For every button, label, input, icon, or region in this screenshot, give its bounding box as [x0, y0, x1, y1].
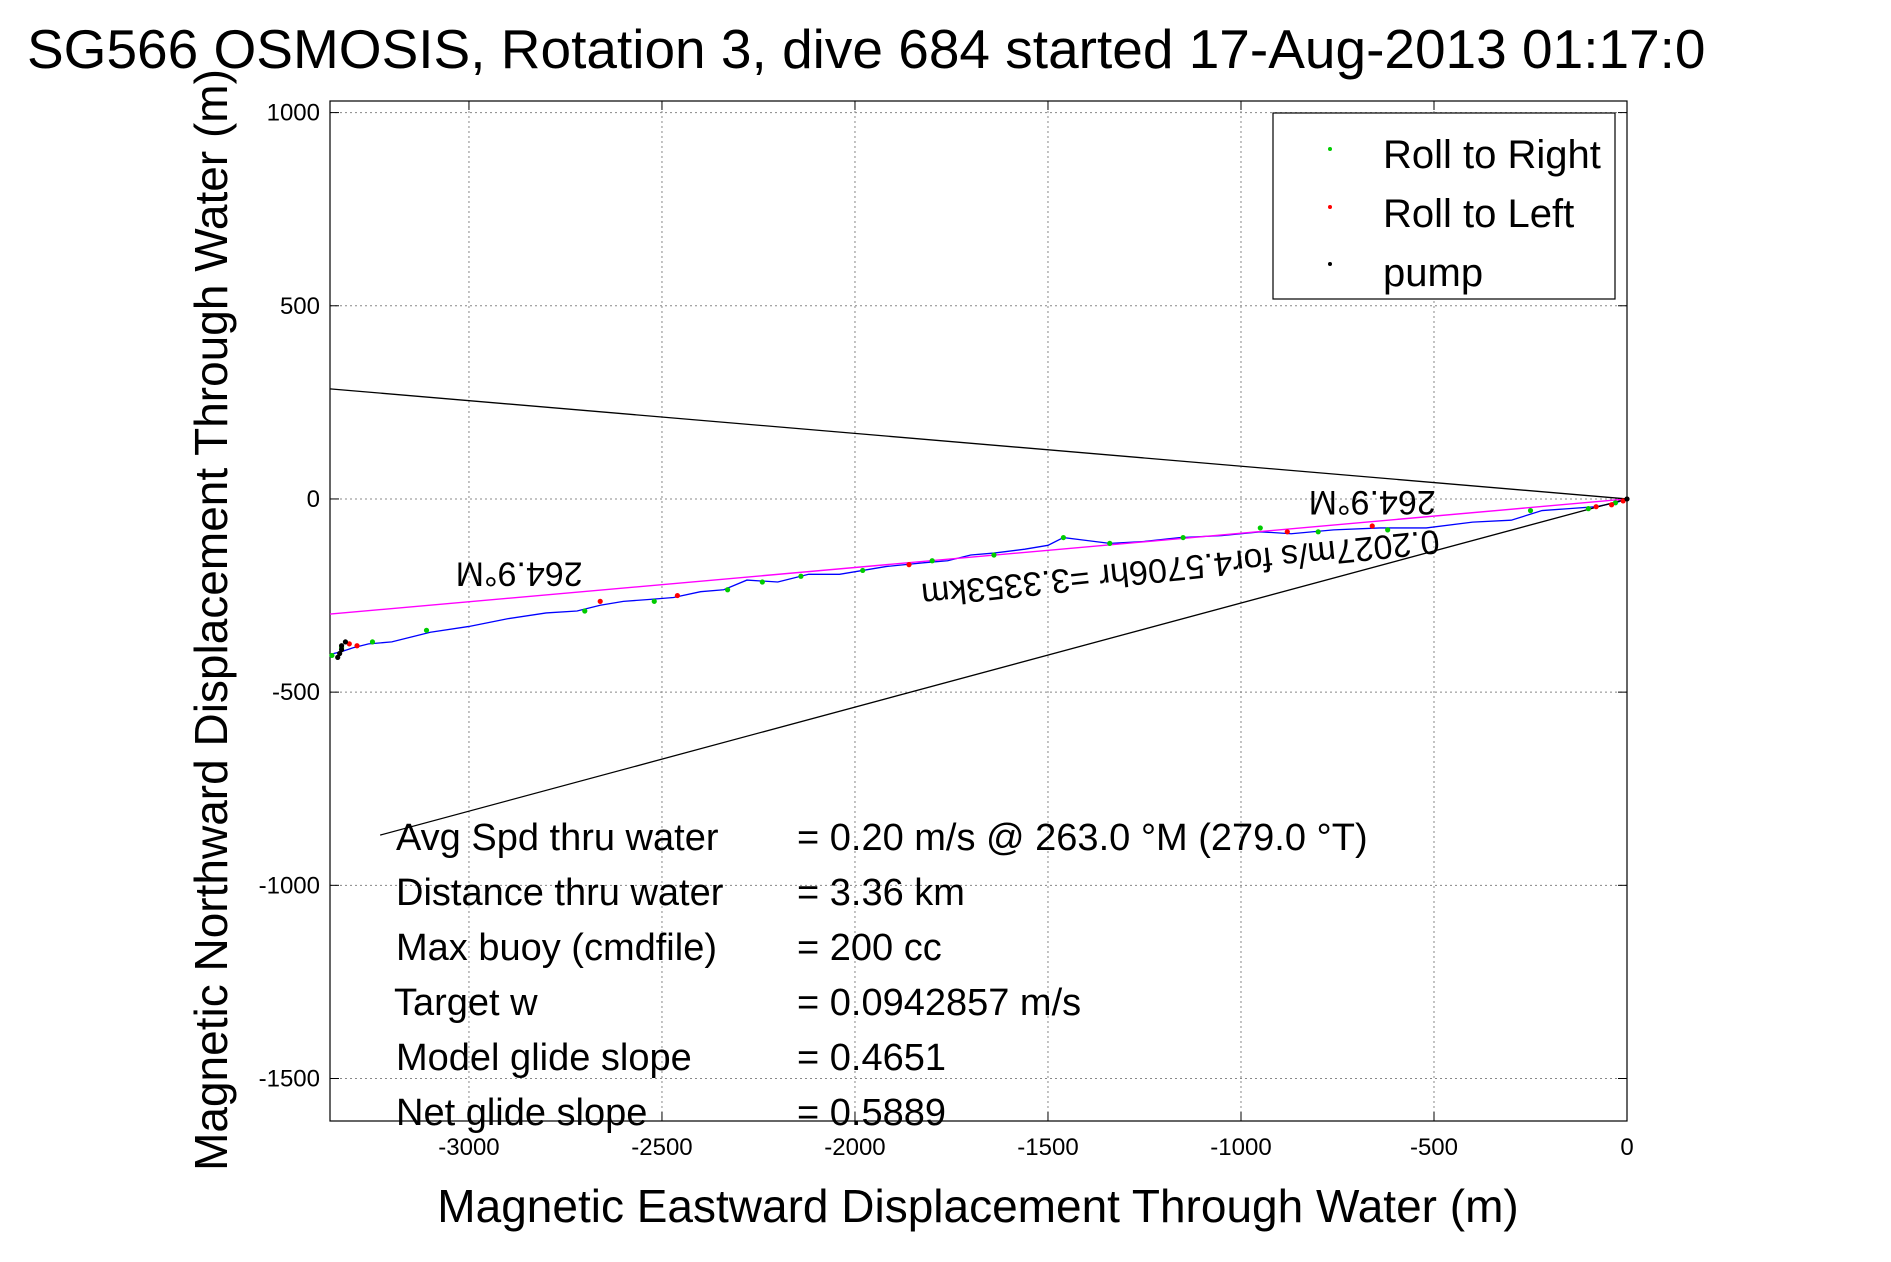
legend-marker-roll-left: [1328, 205, 1332, 209]
roll-right-point: [329, 652, 335, 659]
roll-right-point: [1180, 534, 1186, 541]
roll-left-point: [354, 643, 360, 649]
roll-right-point: [798, 573, 804, 579]
roll-right-point: [1585, 506, 1591, 512]
legend: Roll to Right Roll to Left pump: [1272, 112, 1616, 300]
summary-value-max-buoy: = 200 cc: [797, 927, 942, 969]
roll-right-point: [1107, 540, 1113, 546]
reference-line: [329, 388, 1628, 500]
x-tick-label: -2500: [631, 1134, 692, 1161]
pump-point: [337, 650, 343, 657]
roll-right-point: [582, 608, 588, 614]
axes: [329, 100, 1628, 1122]
summary-label-target-w: Target w: [394, 982, 538, 1024]
roll-right-point: [423, 627, 430, 633]
heading-annotation: 264.9°M: [1309, 483, 1436, 521]
legend-marker-pump: [1328, 262, 1332, 266]
pump-point: [338, 647, 345, 653]
plot-frame: [329, 100, 1628, 1122]
reference-line: [380, 498, 1628, 836]
summary-value-distance: = 3.36 km: [797, 872, 965, 914]
summary-label-max-buoy: Max buoy (cmdfile): [396, 927, 717, 969]
y-tick-label: 0: [307, 486, 320, 513]
summary-value-avg-speed: = 0.20 m/s @ 263.0 °M (279.0 °T): [797, 817, 1368, 859]
roll-left-point: [1284, 529, 1290, 535]
roll-right-point: [1612, 500, 1619, 506]
roll-right-point: [651, 598, 657, 604]
heading-annotation: 0.2027m/s for4.5706hr =3.3353km: [919, 522, 1441, 614]
x-tick-label: 0: [1620, 1134, 1633, 1161]
roll-left-point: [906, 562, 912, 568]
y-tick-label: -1500: [259, 1066, 320, 1093]
x-tick-label: -500: [1410, 1134, 1458, 1161]
x-tick-label: -1500: [1017, 1134, 1078, 1161]
mean-heading-line: [329, 498, 1628, 615]
summary-label-avg-speed: Avg Spd thru water: [396, 817, 719, 859]
roll-left-point: [1593, 504, 1599, 510]
x-tick-label: -2000: [824, 1134, 885, 1161]
y-tick-label: -1000: [259, 872, 320, 899]
roll-right-point: [1257, 525, 1263, 531]
legend-label-pump: pump: [1383, 251, 1483, 295]
x-tick-label: -3000: [438, 1134, 499, 1161]
roll-right-point: [759, 579, 765, 585]
roll-right-point: [991, 552, 997, 558]
y-tick-label: 1000: [267, 100, 320, 127]
summary-value-net-glide: = 0.5889: [797, 1092, 946, 1134]
legend-label-roll-left: Roll to Left: [1383, 192, 1574, 236]
roll-left-point: [597, 598, 603, 604]
x-tick-label: -1000: [1210, 1134, 1271, 1161]
point-markers: [329, 496, 1630, 660]
pump-point: [342, 639, 349, 645]
roll-left-point: [1608, 502, 1615, 508]
dive-summary: Avg Spd thru water = 0.20 m/s @ 263.0 °M…: [394, 817, 1368, 1134]
pump-point: [338, 643, 345, 649]
x-tick-labels: -3000 -2500 -2000 -1500 -1000 -500 0: [438, 1134, 1633, 1161]
pump-point: [1624, 496, 1630, 502]
y-tick-labels: 1000 500 0 -500 -1000 -1500: [259, 100, 320, 1093]
summary-value-target-w: = 0.0942857 m/s: [797, 982, 1081, 1024]
pump-point: [335, 654, 341, 660]
roll-right-point: [1060, 534, 1067, 541]
roll-left-point: [1369, 523, 1375, 529]
roll-left-point: [1620, 498, 1626, 504]
roll-right-point: [369, 639, 376, 645]
legend-marker-roll-right: [1328, 147, 1332, 151]
reference-lines: [329, 388, 1628, 836]
roll-left-point: [346, 641, 352, 647]
y-axis-label: Magnetic Northward Displacement Through …: [185, 69, 237, 1171]
roll-left-point: [674, 592, 681, 599]
summary-label-net-glide: Net glide slope: [396, 1092, 647, 1134]
legend-label-roll-right: Roll to Right: [1383, 133, 1601, 177]
summary-label-model-glide: Model glide slope: [396, 1037, 692, 1079]
roll-right-point: [860, 567, 866, 574]
y-tick-label: -500: [272, 679, 320, 706]
heading-annotation: 264.9°M: [456, 555, 583, 593]
roll-right-point: [929, 558, 935, 564]
summary-label-distance: Distance thru water: [396, 872, 724, 914]
roll-right-point: [724, 587, 731, 593]
roll-right-point: [1315, 529, 1321, 535]
x-axis-label: Magnetic Eastward Displacement Through W…: [437, 1180, 1518, 1232]
summary-value-model-glide: = 0.4651: [797, 1037, 946, 1079]
roll-right-point: [1385, 527, 1391, 533]
roll-right-point: [1527, 507, 1534, 514]
y-tick-label: 500: [280, 293, 320, 320]
chart-title: SG566 OSMOSIS, Rotation 3, dive 684 star…: [27, 18, 1706, 80]
